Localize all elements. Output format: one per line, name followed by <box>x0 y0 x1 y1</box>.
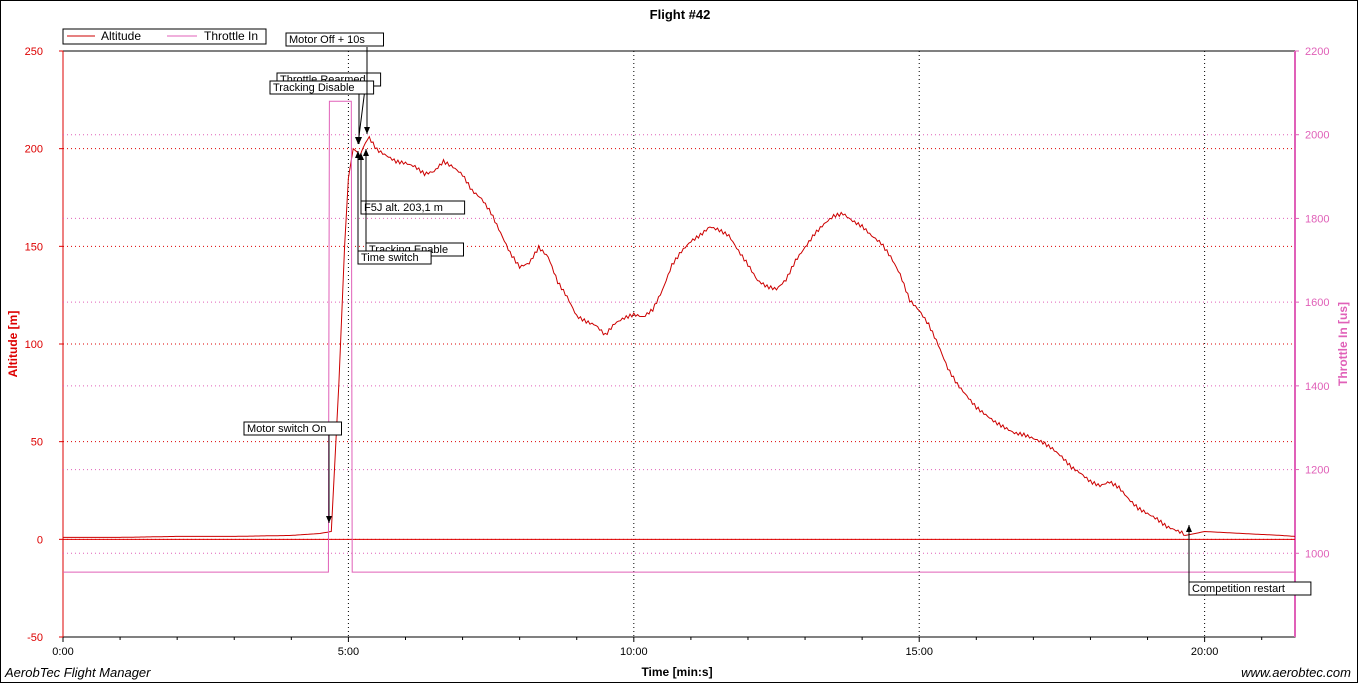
y2-tick-label: 1000 <box>1305 548 1329 560</box>
annotation-arrow-head <box>326 516 332 523</box>
annotation-box <box>285 32 384 47</box>
annotation-label: Time switch <box>361 252 419 264</box>
y2-tick-label: 1800 <box>1305 213 1329 225</box>
annotation-label: Motor Off + 10s <box>289 34 365 46</box>
y2-tick-label: 2000 <box>1305 130 1329 142</box>
y2-axis-label: Throttle In [us] <box>1336 302 1350 386</box>
annotation-label: Tracking Disable <box>273 82 355 94</box>
y-tick-label: 150 <box>25 241 43 253</box>
y2-tick-label: 2200 <box>1305 46 1329 58</box>
x-tick-label: 5:00 <box>338 646 359 658</box>
legend-label-throttle: Throttle In <box>204 29 258 43</box>
x-axis-label: Time [min:s] <box>641 665 712 679</box>
y-tick-label: 250 <box>25 46 43 58</box>
annotation-arrow-head <box>1186 525 1192 532</box>
annotation-label: Motor switch On <box>247 423 326 435</box>
annotation-box <box>360 200 466 215</box>
series-line-throttle-in <box>63 100 1295 573</box>
legend-label-altitude: Altitude <box>101 29 141 43</box>
annotation-box <box>357 250 432 265</box>
annotation-label: Competition restart <box>1192 583 1285 595</box>
footer-website[interactable]: www.aerobtec.com <box>1241 665 1351 680</box>
footer-app-name: AerobTec Flight Manager <box>5 665 151 680</box>
y2-tick-label: 1600 <box>1305 297 1329 309</box>
x-tick-label: 20:00 <box>1191 646 1219 658</box>
annotation-arrow-head <box>355 151 361 158</box>
y-tick-label: 100 <box>25 339 43 351</box>
annotation-box <box>269 80 375 95</box>
y-axis-label: Altitude [m] <box>6 311 20 378</box>
x-tick-label: 15:00 <box>905 646 933 658</box>
y2-tick-label: 1200 <box>1305 465 1329 477</box>
chart-title: Flight #42 <box>650 7 711 22</box>
x-tick-label: 10:00 <box>620 646 648 658</box>
annotation-box <box>1188 581 1312 596</box>
annotation-arrow-head <box>358 153 364 160</box>
annotation-box <box>243 421 342 436</box>
x-tick-label: 0:00 <box>52 646 73 658</box>
annotation-arrow-head <box>364 127 370 134</box>
y-tick-label: 0 <box>37 534 43 546</box>
series-line-altitude <box>63 135 1296 538</box>
legend <box>62 28 267 45</box>
y-tick-label: 200 <box>25 144 43 156</box>
y-tick-label: -50 <box>27 632 43 644</box>
y-tick-label: 50 <box>31 437 43 449</box>
annotation-label: F5J alt. 203,1 m <box>364 202 443 214</box>
annotation-arrow-head <box>356 137 362 144</box>
annotation-arrow-head <box>363 149 369 156</box>
y2-tick-label: 1400 <box>1305 381 1329 393</box>
